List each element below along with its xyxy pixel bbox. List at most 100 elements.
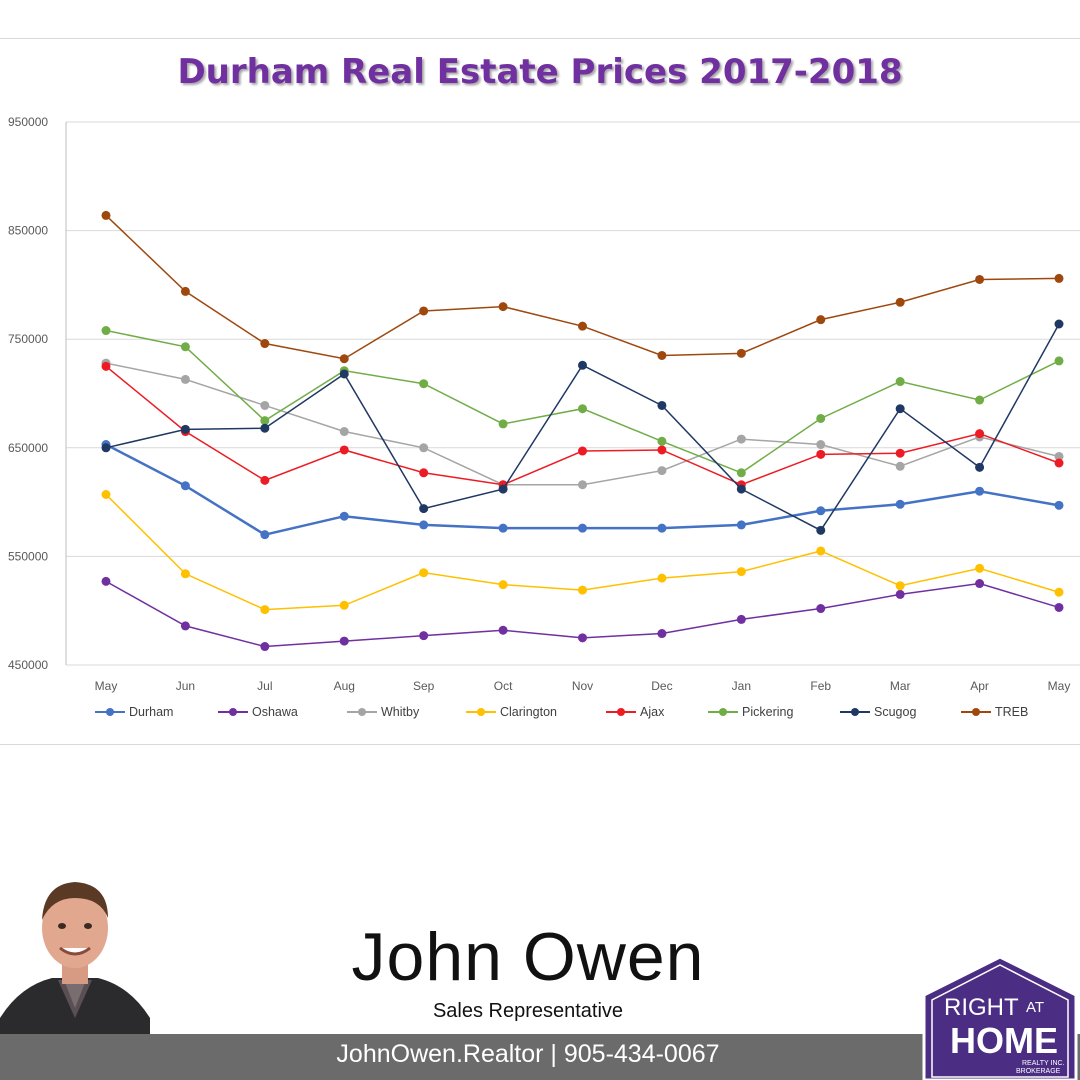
data-point <box>180 286 190 296</box>
data-point <box>101 443 111 453</box>
data-point <box>101 576 111 586</box>
legend-label: Scugog <box>874 705 916 719</box>
y-tick-label: 950000 <box>8 115 48 129</box>
data-point <box>339 369 349 379</box>
data-point <box>895 461 905 471</box>
data-point <box>260 475 270 485</box>
data-point <box>180 424 190 434</box>
x-tick-label: Oct <box>494 679 513 693</box>
legend-swatch-marker <box>617 708 625 716</box>
data-point <box>975 274 985 284</box>
data-point <box>895 589 905 599</box>
series-clarington <box>101 489 1064 615</box>
legend-item-clarington: Clarington <box>466 705 557 719</box>
series-whitby <box>101 358 1064 490</box>
data-point <box>578 446 587 456</box>
x-tick-label: Feb <box>810 679 831 693</box>
data-point <box>657 523 667 533</box>
data-point <box>578 360 587 370</box>
data-point <box>419 379 429 389</box>
data-point <box>657 436 667 446</box>
data-point <box>339 445 349 455</box>
data-point <box>101 361 111 371</box>
series-durham <box>101 440 1064 540</box>
data-point <box>816 413 826 423</box>
data-point <box>260 423 270 433</box>
gridlines <box>66 121 1080 666</box>
data-point <box>895 377 905 387</box>
data-point <box>339 427 349 437</box>
agent-role: Sales Representative <box>432 1000 624 1022</box>
data-point <box>975 429 985 439</box>
series-lines <box>101 210 1064 652</box>
x-tick-label: Jun <box>176 679 195 693</box>
data-point <box>975 579 985 589</box>
series-ajax <box>101 361 1064 490</box>
x-tick-label: May <box>95 679 118 693</box>
series-line <box>105 323 1060 532</box>
legend-item-whitby: Whitby <box>347 705 420 719</box>
legend-swatch-marker <box>358 708 366 716</box>
data-point <box>1054 587 1064 597</box>
data-point <box>816 315 826 325</box>
data-point <box>895 404 905 414</box>
line-chart: 950000 850000 750000 650000 550000 450000 May J… <box>8 115 1080 719</box>
agent-contact[interactable]: JohnOwen.Realtor | 905-434-0067 <box>336 1040 720 1068</box>
data-point <box>260 400 270 410</box>
data-point <box>1054 319 1064 329</box>
data-point <box>736 520 746 530</box>
data-point <box>1054 356 1064 366</box>
data-point <box>736 434 746 444</box>
data-point <box>101 326 111 336</box>
series-line <box>105 362 1060 486</box>
data-point <box>260 416 270 426</box>
data-point <box>657 466 667 476</box>
data-point <box>419 443 429 453</box>
y-tick-label: 750000 <box>8 332 48 346</box>
legend-label: Whitby <box>381 705 420 719</box>
data-point <box>419 468 429 478</box>
data-point <box>816 440 826 450</box>
data-point <box>1054 500 1064 510</box>
data-point <box>180 481 190 491</box>
chart-title: Durham Real Estate Prices 2017-2018 <box>177 52 903 92</box>
data-point <box>578 585 587 595</box>
legend-label: Clarington <box>500 705 557 719</box>
data-point <box>736 567 746 577</box>
legend-swatch-marker <box>851 708 859 716</box>
x-tick-label: Dec <box>651 679 672 693</box>
data-point <box>816 604 826 614</box>
legend-swatch-marker <box>229 708 237 716</box>
data-point <box>498 523 508 533</box>
data-point <box>578 523 587 533</box>
data-point <box>895 297 905 307</box>
legend-label: TREB <box>995 705 1028 719</box>
data-point <box>657 445 667 455</box>
x-tick-label: Sep <box>413 679 435 693</box>
data-point <box>180 374 190 384</box>
contact-bar <box>0 1034 1080 1080</box>
data-point <box>657 350 667 360</box>
data-point <box>101 210 111 220</box>
x-tick-label: Mar <box>890 679 911 693</box>
y-tick-label: 450000 <box>8 658 48 672</box>
x-tick-label: May <box>1048 679 1071 693</box>
data-point <box>419 631 429 641</box>
data-point <box>578 480 587 490</box>
y-tick-label: 850000 <box>8 224 48 238</box>
data-point <box>1054 458 1064 468</box>
data-point <box>816 449 826 459</box>
legend-label: Ajax <box>640 705 665 719</box>
legend-item-durham: Durham <box>95 705 173 719</box>
data-point <box>339 636 349 646</box>
data-point <box>975 462 985 472</box>
data-point <box>975 563 985 573</box>
x-tick-label: Jan <box>732 679 751 693</box>
series-pickering <box>101 326 1064 478</box>
legend-swatch-marker <box>972 708 980 716</box>
legend-item-oshawa: Oshawa <box>218 705 298 719</box>
x-tick-label: Jul <box>257 679 272 693</box>
data-point <box>498 419 508 429</box>
data-point <box>339 600 349 610</box>
data-point <box>736 484 746 494</box>
